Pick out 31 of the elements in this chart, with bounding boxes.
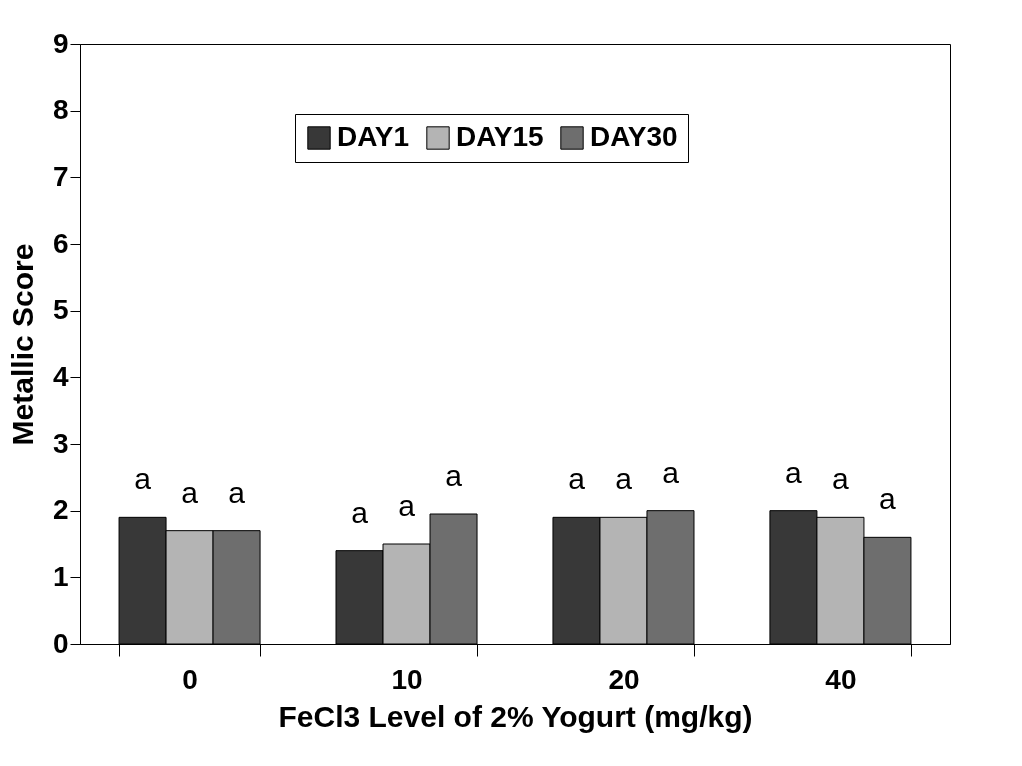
data-label: a [351,495,369,529]
y-tick-label: 5 [52,294,69,326]
x-tick-label: 10 [391,663,423,695]
data-label: a [879,482,897,516]
data-label: a [134,462,152,496]
data-label: a [662,455,680,489]
data-label: a [445,459,463,492]
x-axis-title: FeCl3 Level of 2% Yogurt (mg/kg) [278,699,753,733]
y-tick-label: 6 [52,227,69,259]
y-tick-label: 8 [52,94,69,126]
data-label: a [785,455,803,489]
y-tick-label: 1 [52,560,69,592]
data-label: a [398,489,416,522]
data-label: a [228,475,246,509]
y-tick-label: 7 [52,160,69,192]
legend-label: DAY30 [590,121,678,152]
y-tick-label: 0 [52,627,69,659]
data-label: a [181,475,199,509]
legend-label: DAY1 [337,121,410,152]
y-tick-label: 4 [52,360,69,392]
legend-label: DAY15 [456,121,544,152]
y-tick-label: 9 [52,27,69,59]
x-tick-label: 0 [182,663,198,695]
data-label: a [568,462,586,496]
y-tick-label: 2 [52,494,69,526]
x-tick-label: 40 [825,663,857,695]
data-label: a [615,462,633,496]
x-tick-label: 20 [608,663,640,695]
data-label: a [832,462,850,496]
y-axis-title: Metallic Score [5,243,39,446]
y-tick-label: 3 [52,427,69,459]
